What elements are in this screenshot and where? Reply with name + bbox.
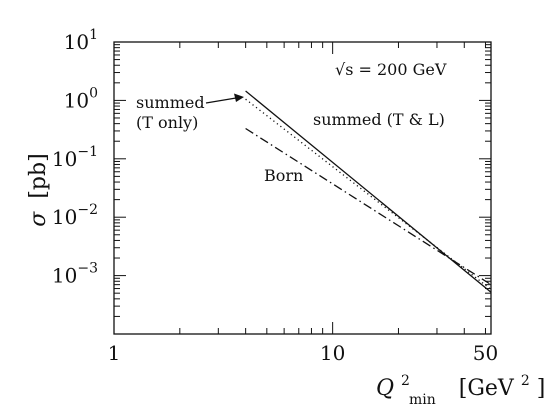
y-tick-base: 10 [52, 147, 77, 171]
y-tick-base: 10 [64, 88, 89, 112]
series-lines [245, 90, 492, 293]
y-axis-symbol: σ [26, 211, 51, 227]
y-tick-exp: 0 [89, 85, 98, 101]
x-axis-unit-post: ] [537, 376, 546, 401]
series-born [245, 127, 492, 286]
x-tick-label: 1 [108, 341, 121, 365]
axis-ticks [113, 42, 491, 335]
y-axis-unit: [pb] [26, 153, 51, 198]
x-axis-q-sub: min [409, 392, 436, 408]
energy-label: √s = 200 GeV [335, 60, 447, 79]
y-axis-label: σ [pb] [26, 153, 51, 226]
summed-t-arrowhead [234, 93, 244, 102]
x-tick-label: 10 [320, 341, 345, 365]
summed-t-label-line2: (T only) [136, 113, 198, 132]
x-axis-q-sup: 2 [401, 373, 410, 389]
x-axis-q: Q [376, 376, 394, 401]
y-tick-exp: −2 [77, 202, 98, 218]
y-tick-label: 101 [64, 27, 98, 54]
born-label: Born [264, 166, 303, 185]
series-summed-tl [245, 90, 492, 293]
y-tick-exp: −1 [77, 144, 98, 160]
y-tick-exp: −3 [77, 261, 98, 277]
summed-t-arrow [205, 97, 237, 104]
summed-tl-label: summed (T & L) [313, 110, 445, 129]
x-axis-label: Q 2 min [GeV 2 ] [376, 366, 545, 410]
summed-t-label-line1: summed [136, 93, 205, 112]
y-tick-label: 100 [64, 85, 98, 112]
x-tick-label: 50 [473, 341, 498, 365]
y-tick-label: 10−1 [52, 144, 98, 171]
y-tick-base: 10 [52, 264, 77, 288]
y-tick-label: 10−2 [52, 202, 98, 229]
x-axis-unit-sup: 2 [521, 373, 530, 389]
plot-frame [113, 41, 492, 335]
y-tick-label: 10−3 [52, 261, 98, 288]
y-tick-base: 10 [52, 205, 77, 229]
y-tick-base: 10 [64, 30, 89, 54]
y-tick-exp: 1 [89, 27, 98, 43]
x-axis-unit-pre: [GeV [459, 376, 515, 401]
